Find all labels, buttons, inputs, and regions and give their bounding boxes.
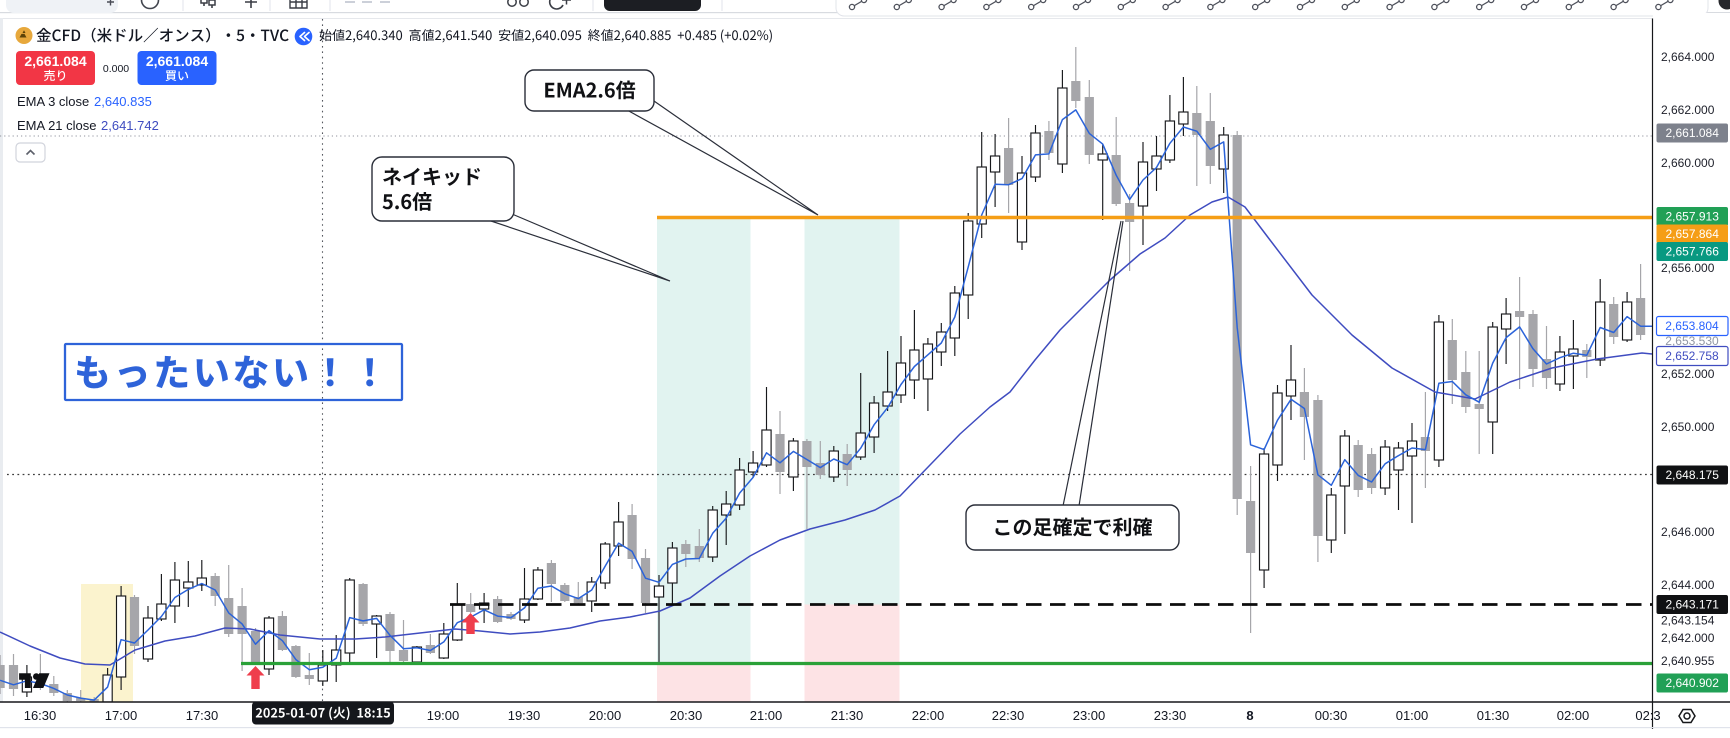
svg-text:2,640.902: 2,640.902 [1666,676,1720,690]
svg-text:21:30: 21:30 [831,708,864,723]
svg-text:2,660.000: 2,660.000 [1661,156,1715,170]
svg-text:2,656.000: 2,656.000 [1661,261,1715,275]
svg-text:23:30: 23:30 [1154,708,1187,723]
svg-text:2,662.000: 2,662.000 [1661,103,1715,117]
svg-text:2,644.000: 2,644.000 [1661,578,1715,592]
svg-text:2,653.530: 2,653.530 [1665,334,1719,348]
svg-text:00:30: 00:30 [1315,708,1348,723]
svg-text:2,657.864: 2,657.864 [1666,227,1720,241]
svg-text:02:00: 02:00 [1557,708,1590,723]
svg-text:8: 8 [1246,708,1253,723]
svg-text:2,652.758: 2,652.758 [1665,349,1719,363]
svg-text:2,653.804: 2,653.804 [1665,319,1719,333]
svg-text:2,646.000: 2,646.000 [1661,525,1715,539]
svg-text:19:30: 19:30 [508,708,541,723]
svg-text:21:00: 21:00 [750,708,783,723]
svg-text:2,640.835: 2,640.835 [94,94,152,109]
svg-text:2,643.171: 2,643.171 [1666,598,1720,612]
svg-text:20:00: 20:00 [589,708,622,723]
svg-text:02:3: 02:3 [1635,708,1660,723]
svg-text:EMA 3 close: EMA 3 close [17,94,89,109]
svg-text:2,661.084: 2,661.084 [24,53,86,69]
svg-text:2,641.742: 2,641.742 [101,118,159,133]
svg-text:20:30: 20:30 [670,708,703,723]
svg-text:2,643.154: 2,643.154 [1661,614,1715,628]
svg-text:0.000: 0.000 [103,63,129,75]
svg-text:2,661.084: 2,661.084 [1666,126,1720,140]
svg-text:22:30: 22:30 [992,708,1025,723]
svg-text:2,640.955: 2,640.955 [1661,654,1715,668]
svg-text:01:00: 01:00 [1396,708,1429,723]
svg-text:17:00: 17:00 [105,708,138,723]
svg-text:2,664.000: 2,664.000 [1661,50,1715,64]
svg-text:2,648.175: 2,648.175 [1666,468,1720,482]
svg-text:2,657.766: 2,657.766 [1666,245,1720,259]
svg-text:17:30: 17:30 [186,708,219,723]
svg-text:22:00: 22:00 [912,708,945,723]
svg-text:2,652.000: 2,652.000 [1661,367,1715,381]
svg-text:16:30: 16:30 [24,708,57,723]
svg-text:01:30: 01:30 [1477,708,1510,723]
svg-text:23:00: 23:00 [1073,708,1106,723]
svg-text:2,650.000: 2,650.000 [1661,420,1715,434]
svg-text:EMA 21 close: EMA 21 close [17,118,97,133]
svg-text:2,661.084: 2,661.084 [146,53,208,69]
svg-text:2,657.913: 2,657.913 [1666,210,1720,224]
svg-text:2,642.000: 2,642.000 [1661,631,1715,645]
svg-text:19:00: 19:00 [427,708,460,723]
